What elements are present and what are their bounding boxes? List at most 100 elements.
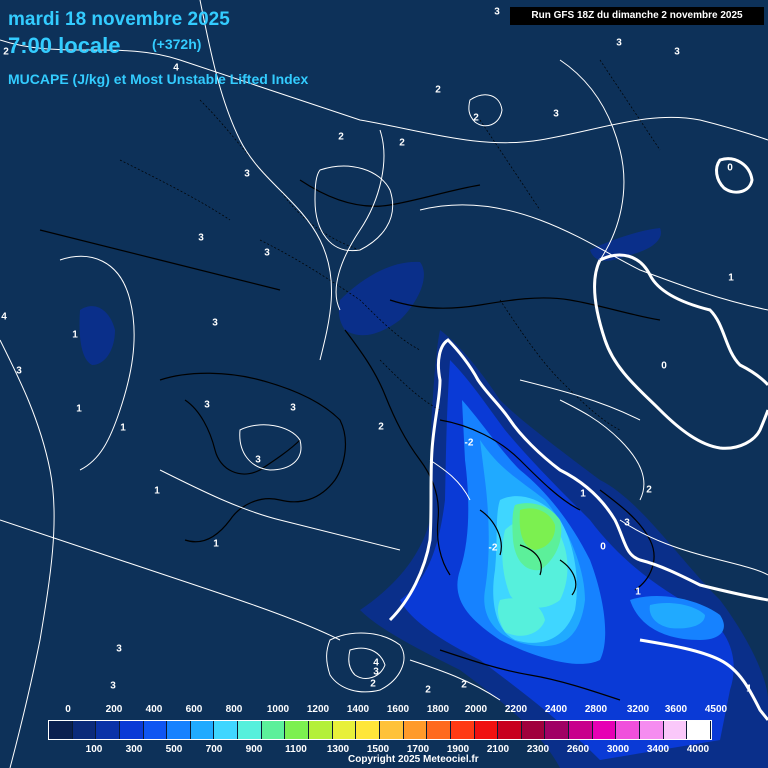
- contour-value-label: 1: [728, 272, 734, 284]
- color-scale-swatch: [49, 721, 73, 739]
- contour-value-label: 1: [635, 586, 641, 598]
- contour-value-label: 1: [120, 422, 126, 434]
- color-scale-swatch: [545, 721, 570, 739]
- legend-bottom-label: 2600: [566, 744, 590, 755]
- color-scale-swatch: [616, 721, 641, 739]
- contour-value-label: 1: [76, 403, 82, 415]
- color-scale-swatch: [498, 721, 522, 739]
- color-scale-swatch: [214, 721, 239, 739]
- color-scale-swatch: [72, 721, 97, 739]
- color-scale-swatch: [356, 721, 380, 739]
- legend-top-label: 400: [145, 704, 163, 715]
- legend-top-label: 4500: [704, 704, 728, 715]
- contour-value-label: 2: [3, 46, 9, 58]
- contour-value-label: 3: [494, 6, 500, 18]
- contour-value-label: 3: [674, 46, 680, 58]
- cape-shading: [79, 228, 768, 768]
- legend-top-label: 200: [105, 704, 123, 715]
- contour-value-label: 3: [624, 517, 630, 529]
- parameter-title: MUCAPE (J/kg) et Most Unstable Lifted In…: [8, 71, 309, 87]
- contour-value-label: 1: [746, 683, 752, 695]
- legend-top-label: 2800: [584, 704, 608, 715]
- legend-top-label: 1000: [266, 704, 290, 715]
- contour-value-label: 0: [600, 541, 606, 553]
- contour-value-label: 1: [580, 488, 586, 500]
- forecast-date: mardi 18 novembre 2025: [8, 9, 230, 30]
- legend-top-label: 800: [225, 704, 243, 715]
- color-scale: [48, 720, 712, 740]
- legend-bottom-label: 500: [165, 744, 183, 755]
- contour-value-label: 1: [154, 485, 160, 497]
- legend-top-label: 2000: [464, 704, 488, 715]
- color-scale-swatch: [474, 721, 499, 739]
- contour-value-label: 3: [116, 643, 122, 655]
- color-scale-swatch: [592, 721, 617, 739]
- color-scale-swatch: [190, 721, 215, 739]
- color-scale-swatch: [521, 721, 546, 739]
- color-scale-swatch: [309, 721, 333, 739]
- color-scale-swatch: [332, 721, 357, 739]
- contour-value-label: 3: [290, 402, 296, 414]
- contour-value-label: 3: [198, 232, 204, 244]
- contour-value-label: 3: [244, 168, 250, 180]
- contour-value-label: 4: [373, 657, 379, 669]
- contour-value-label: 0: [661, 360, 667, 372]
- legend-top-label: 1600: [386, 704, 410, 715]
- color-scale-swatch: [663, 721, 688, 739]
- legend-bottom-labels: 100 300 500 700 900 1100 1300 1500 1700 1900 2100 2…: [0, 744, 768, 758]
- legend-bottom-label: 2300: [526, 744, 550, 755]
- color-scale-swatch: [119, 721, 144, 739]
- contour-value-label: -2: [464, 437, 474, 449]
- legend-bottom-label: 1300: [326, 744, 350, 755]
- contour-value-label: 3: [553, 108, 559, 120]
- contour-value-label: 3: [204, 399, 210, 411]
- contour-value-label: 1: [72, 329, 78, 341]
- legend-top-label: 2200: [504, 704, 528, 715]
- legend-top-label: 1200: [306, 704, 330, 715]
- legend-bottom-label: 4000: [686, 744, 710, 755]
- color-scale-swatch: [285, 721, 310, 739]
- color-scale-swatch: [640, 721, 664, 739]
- color-scale-swatch: [143, 721, 168, 739]
- color-scale-swatch: [96, 721, 120, 739]
- contour-value-label: 3: [616, 37, 622, 49]
- forecast-offset: (+372h): [152, 36, 202, 52]
- color-scale-swatch: [167, 721, 191, 739]
- legend-bottom-label: 1700: [406, 744, 430, 755]
- legend-top-label: 0: [65, 704, 71, 715]
- color-scale-swatch: [379, 721, 404, 739]
- contour-value-label: 3: [373, 666, 379, 678]
- contour-value-label: 3: [255, 454, 261, 466]
- legend-bottom-label: 100: [85, 744, 103, 755]
- contour-value-label: 2: [378, 421, 384, 433]
- color-scale-swatch: [450, 721, 475, 739]
- contour-value-label: 2: [473, 112, 479, 124]
- color-scale-swatch: [427, 721, 451, 739]
- legend-bottom-label: 900: [245, 744, 263, 755]
- legend-bottom-label: 3000: [606, 744, 630, 755]
- legend-top-label: 600: [185, 704, 203, 715]
- contour-value-label: 0: [727, 162, 733, 174]
- color-scale-swatch: [261, 721, 286, 739]
- model-run-box: Run GFS 18Z du dimanche 2 novembre 2025: [510, 7, 764, 25]
- contour-value-label: 1: [213, 538, 219, 550]
- legend-top-labels: 0 200 400 600 800 1000 1200 1400 1600 1800 2000 220…: [0, 704, 768, 718]
- color-scale-swatch: [687, 721, 711, 739]
- contour-value-label: 2: [425, 684, 431, 696]
- coastlines: [39, 179, 661, 701]
- legend-top-label: 1400: [346, 704, 370, 715]
- contour-value-label: -2: [488, 542, 498, 554]
- legend-top-label: 3200: [626, 704, 650, 715]
- contour-value-label: 2: [646, 484, 652, 496]
- contour-value-label: 3: [212, 317, 218, 329]
- legend-bottom-label: 3400: [646, 744, 670, 755]
- color-scale-swatch: [238, 721, 262, 739]
- contour-value-label: 3: [264, 247, 270, 259]
- forecast-local-time: 7:00 locale: [8, 33, 121, 58]
- contour-value-label: 4: [1, 311, 7, 323]
- legend-bottom-label: 700: [205, 744, 223, 755]
- color-scale-swatch: [403, 721, 428, 739]
- contour-value-label: 2: [399, 137, 405, 149]
